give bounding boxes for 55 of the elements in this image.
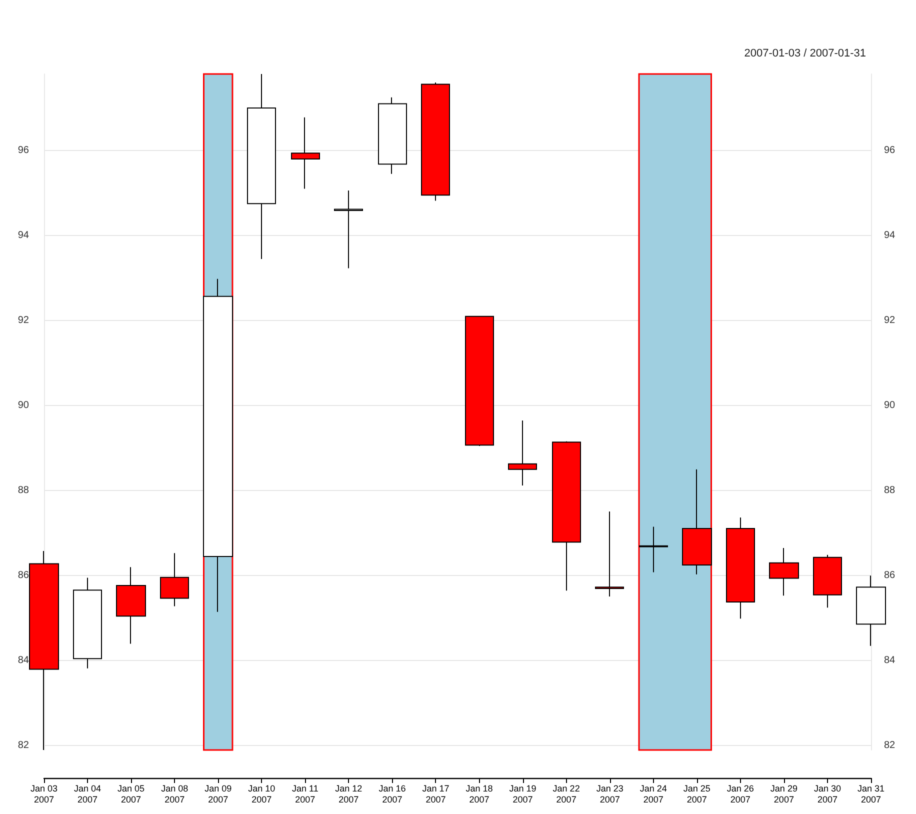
y-tick-label: 96 xyxy=(18,145,30,156)
chart-subtitle: 2007-01-03 / 2007-01-31 xyxy=(744,48,866,60)
x-tick-label: Jan 10 2007 xyxy=(248,784,276,804)
y2-tick-label: 84 xyxy=(884,655,896,666)
candlestick xyxy=(552,440,581,592)
y-tick-label: 90 xyxy=(18,400,30,412)
candlestick xyxy=(465,315,494,447)
candlestick xyxy=(508,420,537,486)
candlestick xyxy=(595,510,624,598)
x-tick-label: Jan 03 2007 xyxy=(30,784,58,804)
candlestick xyxy=(291,116,320,190)
y-tick-label: 84 xyxy=(18,655,30,666)
candlestick xyxy=(421,82,450,202)
x-tick-label: Jan 31 2007 xyxy=(857,784,885,804)
candlestick xyxy=(639,526,668,573)
candlestick xyxy=(116,566,146,644)
x-tick-label: Jan 08 2007 xyxy=(161,784,188,804)
candlestick xyxy=(378,96,407,174)
candlestick xyxy=(29,550,59,750)
y-tick-label: 92 xyxy=(18,315,30,326)
x-tick-label: Jan 23 2007 xyxy=(596,784,624,804)
x-tick-label: Jan 29 2007 xyxy=(770,784,798,804)
x-tick-label: Jan 04 2007 xyxy=(74,784,102,804)
candlestick xyxy=(769,548,799,596)
y-tick-label: 86 xyxy=(18,570,30,582)
y2-tick-label: 92 xyxy=(884,315,896,326)
x-tick-label: Jan 22 2007 xyxy=(552,784,580,804)
x-tick-label: Jan 16 2007 xyxy=(378,784,406,804)
candlestick xyxy=(247,74,276,260)
x-tick-label: Jan 12 2007 xyxy=(335,784,362,804)
y2-tick-label: 82 xyxy=(884,740,896,752)
y2-tick-label: 94 xyxy=(884,230,896,242)
candlestick xyxy=(726,516,755,620)
y-tick-label: 88 xyxy=(18,485,30,496)
y-tick-label: 82 xyxy=(18,740,30,752)
candlestick xyxy=(334,190,363,269)
x-tick-label: Jan 17 2007 xyxy=(422,784,450,804)
x-tick-label: Jan 30 2007 xyxy=(814,784,841,804)
candlestick xyxy=(813,554,842,608)
y2-tick-label: 96 xyxy=(884,145,896,156)
x-tick-label: Jan 05 2007 xyxy=(118,784,145,804)
x-tick-label: Jan 25 2007 xyxy=(683,784,710,804)
candlestick xyxy=(160,552,189,607)
x-tick-label: Jan 24 2007 xyxy=(640,784,667,804)
x-tick-label: Jan 18 2007 xyxy=(466,784,493,804)
y2-tick-label: 88 xyxy=(884,485,896,496)
candlestick xyxy=(73,577,102,669)
y2-tick-label: 86 xyxy=(884,570,896,582)
y-tick-label: 94 xyxy=(18,230,30,242)
x-tick-label: Jan 26 2007 xyxy=(726,784,754,804)
x-tick-label: Jan 11 2007 xyxy=(292,784,318,804)
y2-tick-label: 90 xyxy=(884,400,896,412)
x-tick-label: Jan 19 2007 xyxy=(509,784,536,804)
candlestick xyxy=(856,575,886,646)
x-tick-label: Jan 09 2007 xyxy=(204,784,232,804)
